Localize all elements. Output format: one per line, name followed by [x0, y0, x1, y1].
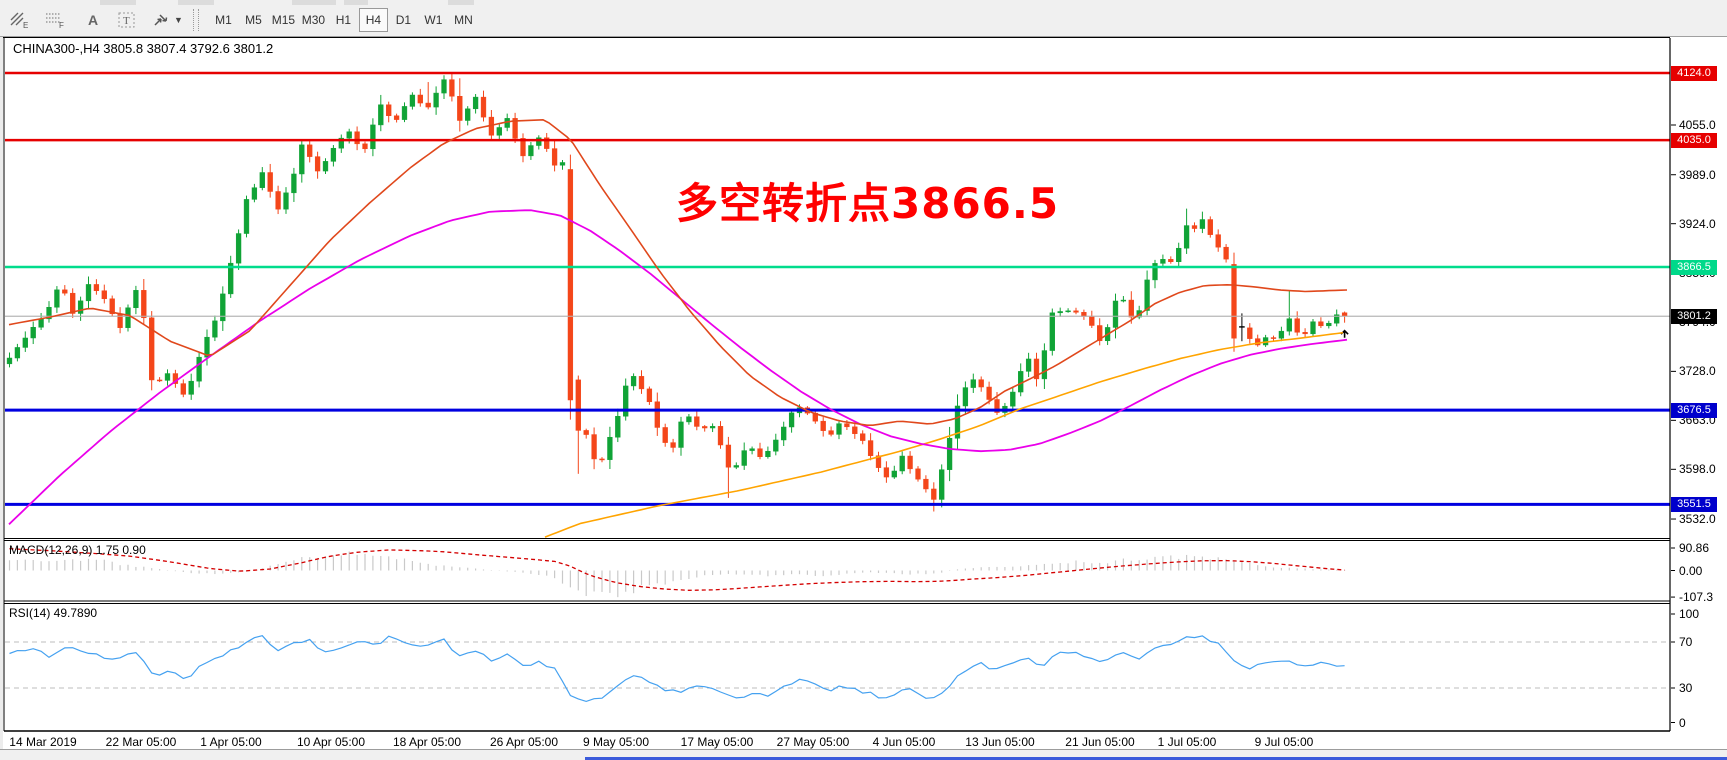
date-tick-label: 4 Jun 05:00 [872, 735, 936, 749]
text-box-icon[interactable]: T [114, 8, 140, 32]
svg-text:F: F [59, 21, 64, 29]
timeframe-button-MN[interactable]: MN [454, 13, 473, 27]
date-tick-label: 13 Jun 05:00 [965, 735, 1035, 749]
date-tick-label: 21 Jun 05:00 [1065, 735, 1135, 749]
rsi-tick-label: 30 [1679, 681, 1693, 695]
price-tick-label: 3989.0 [1679, 167, 1716, 182]
date-tick-label: 9 Jul 05:00 [1254, 735, 1314, 749]
date-tick-label: 18 Apr 05:00 [392, 735, 462, 749]
window-left-edge [0, 36, 3, 750]
timeframe-button-D1[interactable]: D1 [395, 13, 412, 27]
clipped-toolbar-row [100, 0, 136, 5]
rsi-tick-label: 100 [1679, 607, 1700, 621]
timeframe-group: M1 M5 M15 M30 H1 H4 D1 W1 MN [209, 4, 479, 32]
font-a-icon[interactable]: A [87, 12, 99, 28]
date-tick-label: 26 Apr 05:00 [489, 735, 559, 749]
date-tick-label: 14 Mar 2019 [9, 735, 77, 749]
date-tick-label: 10 Apr 05:00 [296, 735, 366, 749]
timeframe-button-M5[interactable]: M5 [245, 13, 262, 27]
date-tick-label: 9 May 05:00 [582, 735, 650, 749]
chart-title: CHINA300-,H4 3805.8 3807.4 3792.6 3801.2 [13, 41, 274, 56]
price-badge-3676.5: 3676.5 [1671, 402, 1717, 418]
price-badge-3801.2: 3801.2 [1671, 308, 1717, 324]
svg-text:T: T [123, 15, 130, 27]
cursor-arrows-icon[interactable] [148, 8, 174, 32]
price-tick-label: 4055.0 [1679, 118, 1716, 132]
price-tick-label: 3532.0 [1679, 512, 1716, 527]
macd-tick-label: 0.00 [1679, 563, 1703, 578]
hatch-chart-icon[interactable]: E [6, 8, 32, 32]
grid-icon[interactable]: F [42, 8, 68, 32]
status-bar [0, 749, 1727, 760]
clipped-toolbar-row [292, 0, 336, 5]
date-tick-label: 22 Mar 05:00 [105, 735, 177, 749]
clipped-toolbar-row [178, 0, 214, 5]
price-badge-4124.0: 4124.0 [1671, 65, 1717, 81]
chevron-down-icon[interactable]: ▼ [174, 15, 183, 25]
price-badge-3866.5: 3866.5 [1671, 259, 1717, 275]
svg-text:E: E [23, 21, 28, 29]
rsi-tick-label: 0 [1679, 715, 1686, 730]
timeframe-button-W1[interactable]: W1 [424, 13, 443, 27]
date-tick-label: 1 Apr 05:00 [200, 735, 262, 749]
timeframe-button-M1[interactable]: M1 [215, 13, 232, 27]
timeframe-button-H1[interactable]: H1 [335, 13, 352, 27]
macd-label: MACD(12,26,9) 1.75 0.90 [9, 543, 146, 557]
price-tick-label: 3924.0 [1679, 216, 1716, 231]
macd-tick-label: 90.86 [1679, 540, 1710, 555]
toolbar-grip[interactable] [192, 9, 199, 31]
annotation-text[interactable]: 多空转折点3866.5 [676, 179, 1060, 228]
price-badge-4035.0: 4035.0 [1671, 132, 1717, 148]
date-tick-label: 17 May 05:00 [680, 735, 754, 749]
price-tick-label: 3598.0 [1679, 462, 1716, 477]
macd-tick-label: -107.3 [1679, 590, 1714, 605]
toolbar: E F A T ▼ M1 M5 M15 M30 H1 H4 D1 W1 MN [0, 0, 1727, 37]
date-tick-label: 27 May 05:00 [776, 735, 850, 749]
price-tick-label: 3728.0 [1679, 364, 1716, 379]
clipped-toolbar-row [344, 0, 368, 5]
status-progress-strip [585, 757, 1727, 760]
rsi-label: RSI(14) 49.7890 [9, 606, 98, 620]
price-badge-3551.5: 3551.5 [1671, 496, 1717, 512]
rsi-tick-label: 70 [1679, 635, 1693, 649]
clipped-toolbar-row [448, 0, 474, 5]
date-tick-label: 1 Jul 05:00 [1157, 735, 1217, 749]
timeframe-button-M15[interactable]: M15 [271, 13, 296, 27]
timeframe-button-M30[interactable]: M30 [301, 13, 326, 27]
timeframe-button-H4[interactable]: H4 [358, 8, 388, 32]
